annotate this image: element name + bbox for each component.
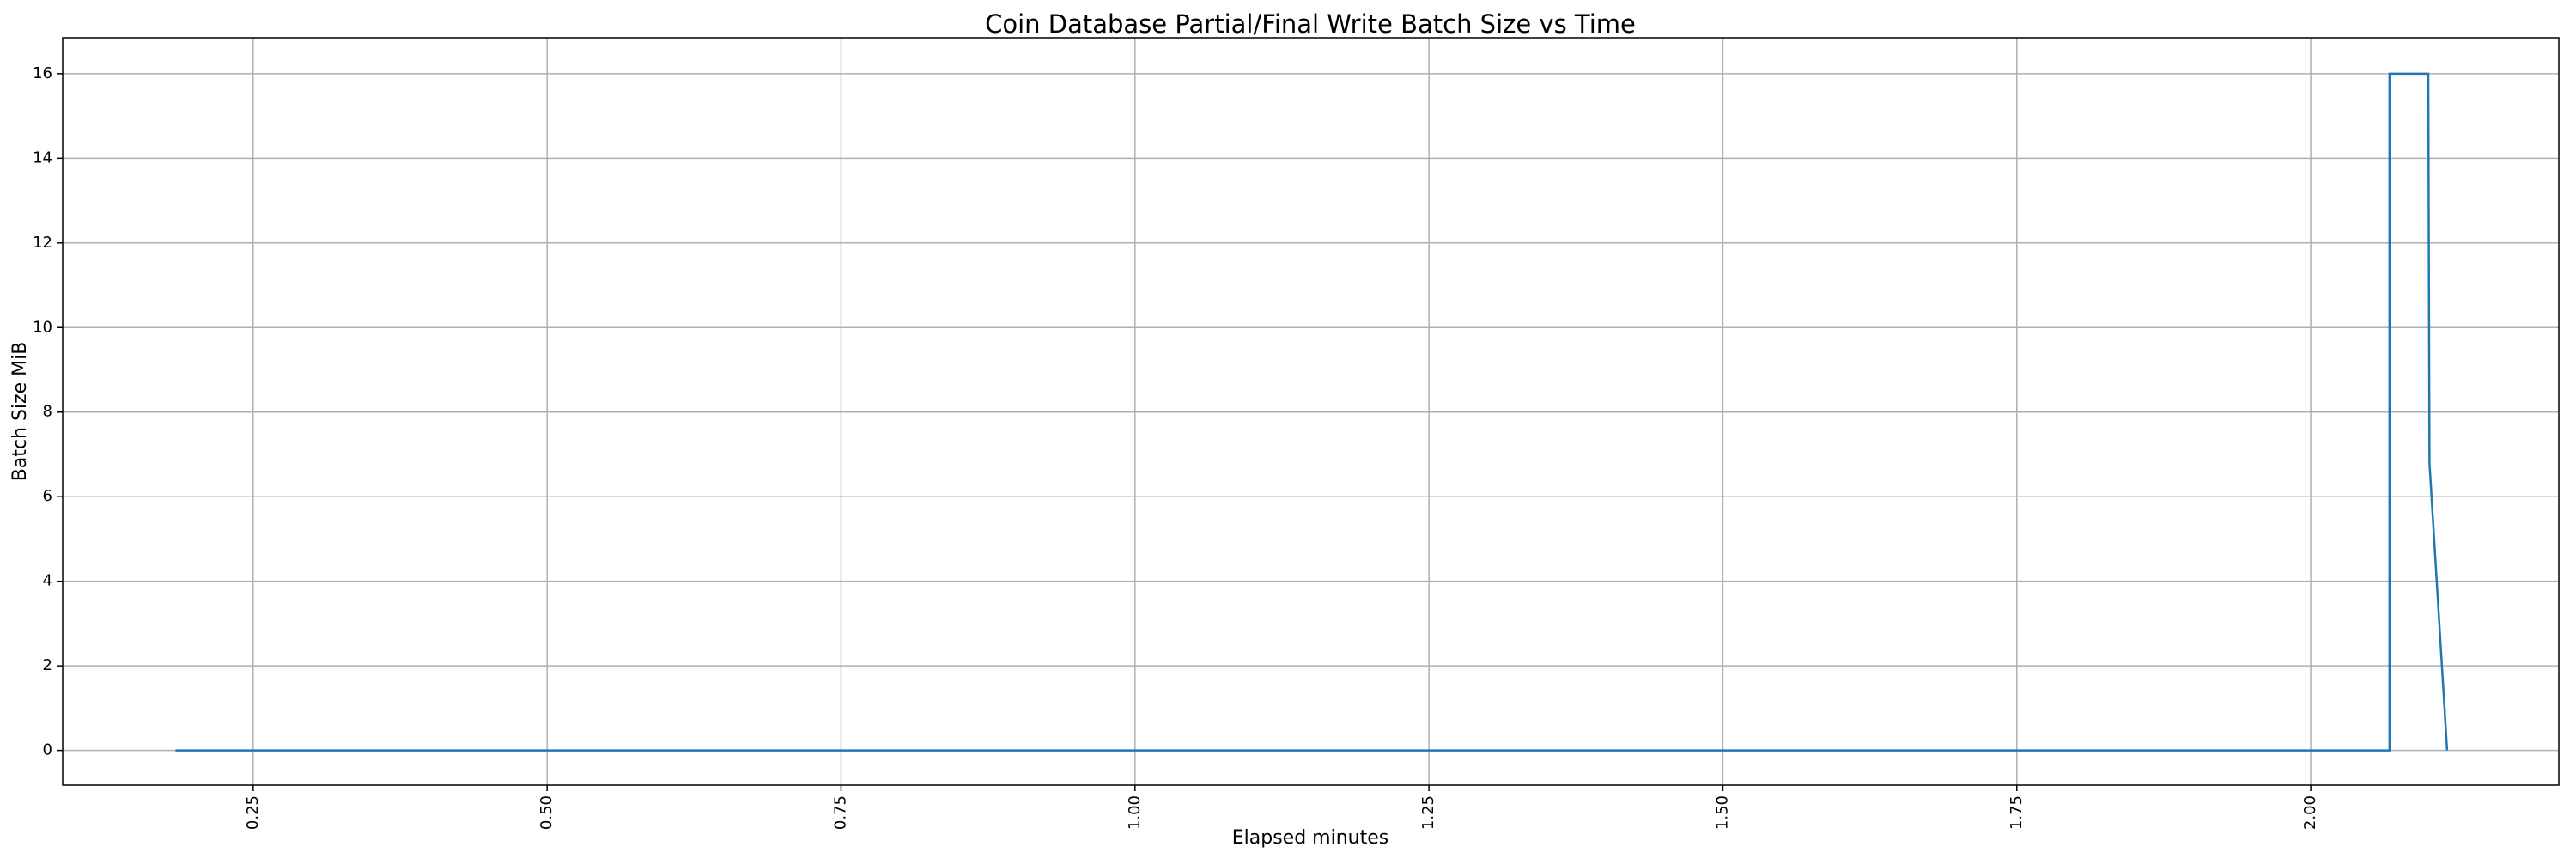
x-axis-label: Elapsed minutes — [1232, 827, 1388, 849]
y-tick-label: 6 — [43, 487, 52, 505]
chart-title: Coin Database Partial/Final Write Batch … — [985, 9, 1636, 39]
y-tick-label: 16 — [33, 64, 52, 82]
x-tick-label: 1.25 — [1419, 795, 1437, 830]
x-tick-label: 0.25 — [244, 795, 262, 830]
x-tick-label: 1.00 — [1126, 795, 1144, 830]
y-tick-label: 0 — [43, 741, 52, 759]
y-tick-label: 10 — [33, 318, 52, 336]
y-tick-label: 12 — [33, 234, 52, 252]
y-tick-label: 14 — [33, 149, 52, 167]
y-tick-label: 4 — [43, 572, 52, 590]
x-tick-label: 1.75 — [2008, 795, 2026, 830]
x-tick-label: 0.50 — [538, 795, 556, 830]
x-tick-label: 0.75 — [831, 795, 849, 830]
x-tick-label: 2.00 — [2301, 795, 2319, 830]
x-tick-label: 1.50 — [1713, 795, 1731, 830]
plot-frame — [62, 37, 2560, 786]
y-tick-label: 8 — [43, 403, 52, 421]
y-tick-label: 2 — [43, 656, 52, 674]
data-line — [175, 72, 2449, 752]
y-axis-label: Batch Size MiB — [9, 342, 31, 482]
